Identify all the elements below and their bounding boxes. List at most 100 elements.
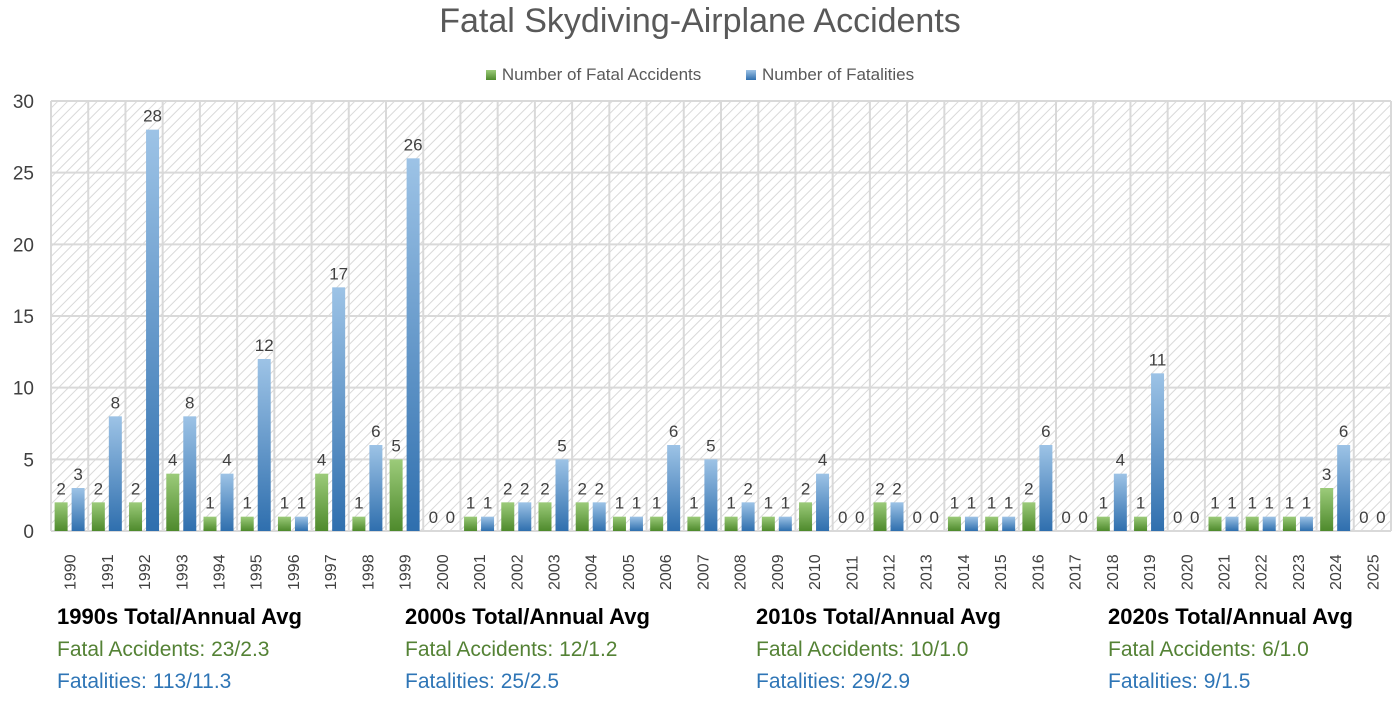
x-tick-label: 2016 — [1030, 554, 1047, 590]
x-tick-label: 2010 — [807, 554, 824, 590]
data-label: 11 — [1149, 350, 1167, 369]
bar-fatal-accidents — [240, 516, 254, 531]
data-label: 1 — [632, 494, 641, 513]
data-label: 28 — [143, 107, 162, 126]
decade-accidents: Fatal Accidents: 23/2.3 — [57, 638, 270, 661]
decade-summary-2000s: 2000s Total/Annual Avg Fatal Accidents: … — [405, 604, 650, 694]
data-label: 0 — [1061, 508, 1070, 527]
data-label: 6 — [669, 422, 678, 441]
x-tick-label: 1995 — [249, 554, 266, 590]
data-label: 12 — [255, 336, 274, 355]
x-tick-label: 1991 — [100, 554, 117, 590]
decade-summary-2010s: 2010s Total/Annual Avg Fatal Accidents: … — [756, 604, 1001, 694]
legend-item-fatalities: Number of Fatalities — [745, 65, 915, 84]
data-label: 0 — [1190, 508, 1199, 527]
data-label: 2 — [131, 479, 140, 498]
data-label: 1 — [1210, 494, 1219, 513]
data-label: 0 — [446, 508, 455, 527]
decade-heading: 2010s Total/Annual Avg — [756, 604, 1001, 629]
y-tick-label: 10 — [13, 379, 34, 400]
x-tick-label: 1990 — [63, 554, 80, 590]
bar-fatal-accidents — [1208, 516, 1222, 531]
bar-fatal-accidents — [54, 502, 68, 531]
bar-fatalities — [704, 459, 718, 531]
x-tick-label: 2002 — [509, 554, 526, 590]
decade-summary-2020s: 2020s Total/Annual Avg Fatal Accidents: … — [1108, 604, 1353, 694]
data-label: 3 — [1322, 465, 1331, 484]
bar-fatal-accidents — [166, 473, 180, 531]
bar-fatal-accidents — [277, 516, 291, 531]
data-label: 4 — [1116, 451, 1125, 470]
data-label: 8 — [111, 393, 120, 412]
bar-fatal-accidents — [612, 516, 626, 531]
x-tick-label: 2006 — [658, 554, 675, 590]
data-label: 1 — [1004, 494, 1013, 513]
bar-fatalities — [332, 287, 346, 531]
bar-fatal-accidents — [464, 516, 478, 531]
decade-heading: 2020s Total/Annual Avg — [1108, 604, 1353, 629]
data-label: 8 — [185, 393, 194, 412]
bar-fatalities — [369, 445, 383, 531]
bar-fatalities — [71, 488, 85, 531]
data-label: 4 — [222, 451, 231, 470]
data-label: 2 — [503, 479, 512, 498]
data-label: 2 — [540, 479, 549, 498]
decade-heading: 2000s Total/Annual Avg — [405, 604, 650, 629]
bar-fatalities — [816, 473, 830, 531]
bar-fatal-accidents — [389, 459, 403, 531]
data-label: 1 — [726, 494, 735, 513]
bar-fatal-accidents — [129, 502, 143, 531]
x-tick-label: 2023 — [1291, 554, 1308, 590]
data-label: 3 — [73, 465, 82, 484]
y-tick-label: 15 — [13, 307, 34, 328]
data-label: 2 — [577, 479, 586, 498]
bar-fatal-accidents — [1282, 516, 1296, 531]
x-tick-label: 2008 — [733, 554, 750, 590]
x-tick-label: 1994 — [212, 554, 229, 590]
x-tick-label: 1997 — [323, 554, 340, 590]
bar-fatalities — [1262, 516, 1276, 531]
x-tick-label: 1996 — [286, 554, 303, 590]
legend-label: Number of Fatalities — [761, 65, 915, 84]
bar-fatalities — [1299, 516, 1313, 531]
data-label: 1 — [1264, 494, 1273, 513]
x-tick-label: 1999 — [398, 554, 415, 590]
bar-fatal-accidents — [985, 516, 999, 531]
data-label: 2 — [875, 479, 884, 498]
bar-fatal-accidents — [91, 502, 105, 531]
data-label: 1 — [1285, 494, 1294, 513]
data-label: 2 — [56, 479, 65, 498]
bar-fatal-accidents — [1134, 516, 1148, 531]
x-tick-label: 2012 — [882, 554, 899, 590]
x-tick-label: 2000 — [435, 554, 452, 590]
decade-fatalities: Fatalities: 9/1.5 — [1108, 670, 1251, 693]
data-label: 0 — [1359, 508, 1368, 527]
x-tick-label: 2011 — [844, 555, 861, 590]
x-tick-label: 2015 — [993, 554, 1010, 590]
x-tick-label: 2022 — [1254, 554, 1271, 590]
data-label: 1 — [297, 494, 306, 513]
x-tick-label: 1992 — [137, 554, 154, 590]
bar-fatalities — [481, 516, 495, 531]
bar-fatal-accidents — [761, 516, 775, 531]
bar-fatal-accidents — [873, 502, 887, 531]
data-label: 1 — [615, 494, 624, 513]
bar-fatalities — [667, 445, 681, 531]
bar-fatal-accidents — [1320, 488, 1334, 531]
data-label: 5 — [557, 436, 566, 455]
data-label: 2 — [1024, 479, 1033, 498]
y-tick-label: 0 — [23, 522, 34, 543]
data-label: 0 — [1173, 508, 1182, 527]
data-label: 1 — [466, 494, 475, 513]
x-tick-label: 2003 — [547, 554, 564, 590]
bar-fatalities — [518, 502, 532, 531]
data-label: 4 — [818, 451, 827, 470]
legend-swatch-green — [485, 70, 496, 80]
bar-fatalities — [1039, 445, 1053, 531]
y-tick-label: 30 — [13, 92, 34, 113]
bar-fatal-accidents — [650, 516, 664, 531]
data-label: 0 — [855, 508, 864, 527]
data-label: 2 — [594, 479, 603, 498]
data-label: 1 — [205, 494, 214, 513]
data-label: 2 — [94, 479, 103, 498]
